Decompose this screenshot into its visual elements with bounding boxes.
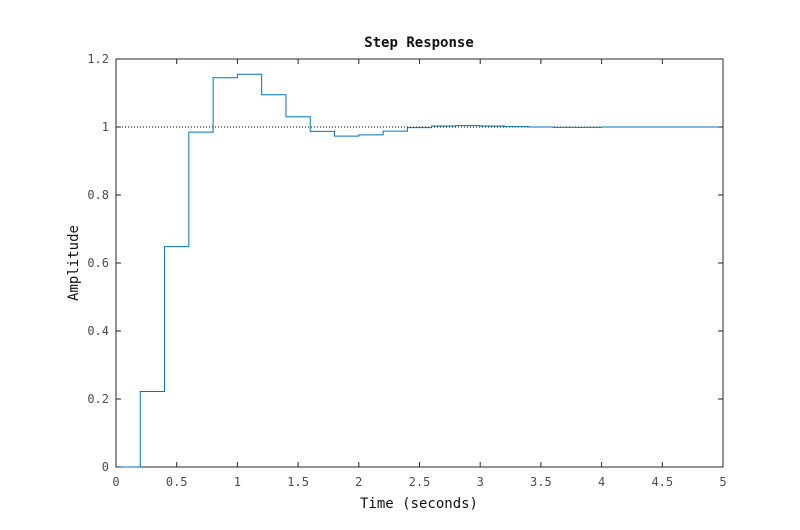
x-tick-label: 4 xyxy=(598,475,605,489)
y-tick-label: 1.2 xyxy=(87,52,109,66)
y-tick-label: 0.8 xyxy=(87,188,109,202)
x-tick-label: 4.5 xyxy=(651,475,673,489)
x-axis-label: Time (seconds) xyxy=(360,496,478,512)
x-tick-label: 3.5 xyxy=(530,475,552,489)
y-tick-label: 0.4 xyxy=(87,324,109,338)
x-tick-label: 5 xyxy=(719,475,726,489)
step-response-line xyxy=(116,73,723,468)
y-axis-label: Amplitude xyxy=(66,225,82,301)
x-tick-label: 1.5 xyxy=(287,475,309,489)
x-tick-label: 1 xyxy=(234,475,241,489)
y-tick-label: 0.2 xyxy=(87,392,109,406)
x-tick-label: 0 xyxy=(112,475,119,489)
chart-title: Step Response xyxy=(364,35,474,51)
x-tick-label: 0.5 xyxy=(166,475,188,489)
x-tick-label: 2.5 xyxy=(409,475,431,489)
axes-box xyxy=(115,58,724,468)
y-tick-label: 1 xyxy=(102,120,109,134)
x-tick-label: 2 xyxy=(355,475,362,489)
y-tick-label: 0.6 xyxy=(87,256,109,270)
x-tick-label: 3 xyxy=(477,475,484,489)
y-tick-label: 0 xyxy=(102,460,109,474)
